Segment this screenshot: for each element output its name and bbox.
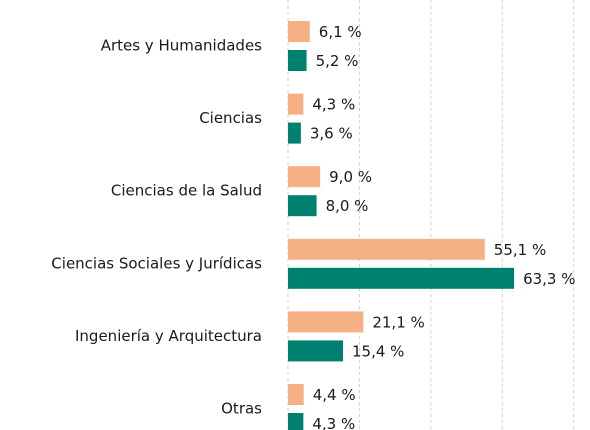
value-label: 6,1 % bbox=[319, 23, 362, 41]
category-label: Ciencias Sociales y Jurídicas bbox=[51, 254, 262, 272]
value-label: 5,2 % bbox=[316, 52, 359, 70]
value-label: 9,0 % bbox=[329, 168, 372, 186]
bar bbox=[288, 238, 485, 260]
bar bbox=[288, 166, 321, 188]
bar bbox=[288, 122, 301, 144]
category-label: Otras bbox=[221, 400, 262, 418]
value-label: 63,3 % bbox=[523, 270, 575, 288]
value-label: 8,0 % bbox=[326, 197, 369, 215]
category-label: Ingeniería y Arquitectura bbox=[75, 327, 262, 345]
bar bbox=[288, 413, 304, 430]
category-label: Artes y Humanidades bbox=[101, 37, 262, 55]
value-label: 15,4 % bbox=[352, 342, 404, 360]
bar bbox=[288, 195, 317, 217]
bar bbox=[288, 267, 515, 289]
bar bbox=[288, 21, 310, 42]
bar bbox=[288, 384, 304, 405]
value-label: 4,3 % bbox=[312, 96, 355, 114]
category-label: Ciencias bbox=[199, 109, 262, 127]
value-label: 4,4 % bbox=[313, 386, 356, 404]
value-label: 3,6 % bbox=[310, 125, 353, 143]
bar bbox=[288, 311, 364, 333]
value-label: 4,3 % bbox=[312, 415, 355, 430]
bar bbox=[288, 340, 343, 362]
bar bbox=[288, 50, 307, 71]
value-label: 55,1 % bbox=[494, 241, 546, 259]
value-label: 21,1 % bbox=[372, 313, 424, 331]
category-label: Ciencias de la Salud bbox=[111, 182, 262, 200]
bar bbox=[288, 93, 304, 115]
